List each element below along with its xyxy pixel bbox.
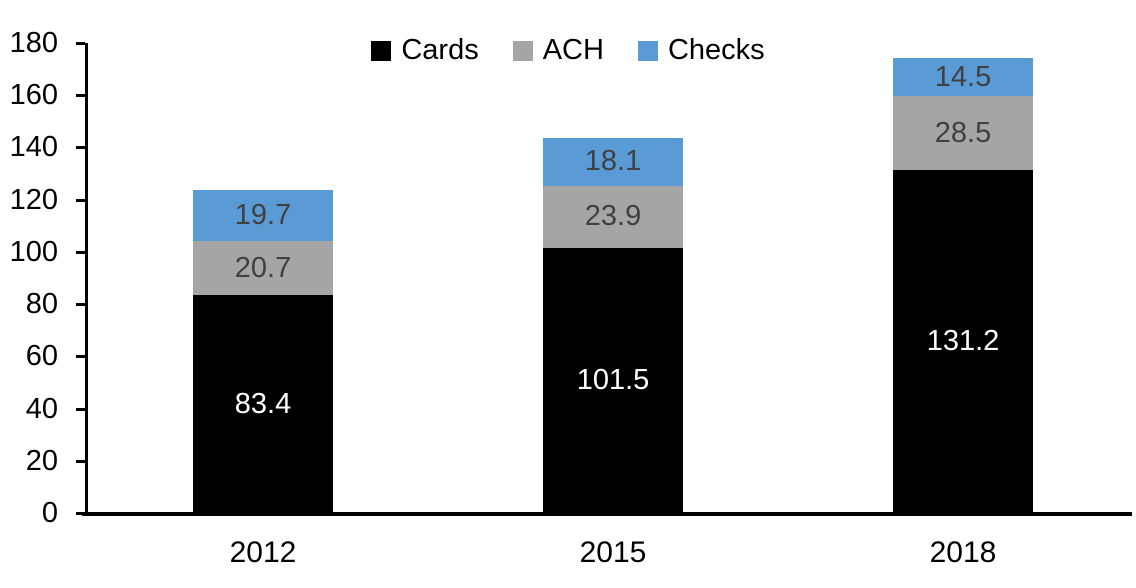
y-axis-tick <box>76 355 85 358</box>
bar-segment-cards-2015: 101.5 <box>543 247 683 513</box>
y-axis-label: 40 <box>25 393 58 425</box>
legend-swatch-checks <box>637 40 658 61</box>
x-axis-label-2012: 2012 <box>229 536 297 569</box>
y-axis-tick <box>76 94 85 97</box>
x-axis-label-2018: 2018 <box>929 536 997 569</box>
bar-value-label: 18.1 <box>584 145 642 178</box>
x-axis-line <box>82 512 1132 516</box>
y-axis-tick <box>76 42 85 45</box>
y-axis-tick <box>76 146 85 149</box>
bar-value-label: 131.2 <box>926 325 1000 358</box>
legend-label: ACH <box>542 34 604 66</box>
y-axis-label: 140 <box>9 131 58 163</box>
bar-segment-ach-2012: 20.7 <box>193 241 333 296</box>
y-axis-line <box>85 43 88 515</box>
bar-segment-cards-2012: 83.4 <box>193 295 333 513</box>
y-axis-label: 180 <box>9 27 58 59</box>
legend-item-ach: ACH <box>512 34 604 67</box>
y-axis-tick <box>76 460 85 463</box>
bar-segment-checks-2018: 14.5 <box>893 58 1033 96</box>
bar-value-label: 19.7 <box>234 198 292 231</box>
bar-segment-checks-2015: 18.1 <box>543 138 683 186</box>
bar-segment-ach-2018: 28.5 <box>893 96 1033 171</box>
legend-label: Cards <box>401 34 479 66</box>
bar-value-label: 20.7 <box>234 251 292 284</box>
y-axis-label: 80 <box>25 288 58 320</box>
x-axis-label-2015: 2015 <box>579 536 647 569</box>
legend-item-cards: Cards <box>371 34 479 67</box>
y-axis-tick <box>76 199 85 202</box>
y-axis-tick <box>76 512 85 515</box>
y-axis-label: 120 <box>9 184 58 216</box>
bar-segment-ach-2015: 23.9 <box>543 185 683 248</box>
bar-value-label: 14.5 <box>934 60 992 93</box>
chart-legend: Cards ACH Checks <box>0 34 1136 67</box>
bar-segment-cards-2018: 131.2 <box>893 170 1033 513</box>
bar-value-label: 23.9 <box>584 200 642 233</box>
legend-swatch-ach <box>512 40 533 61</box>
bar-value-label: 28.5 <box>934 116 992 149</box>
legend-label: Checks <box>667 34 765 66</box>
y-axis-label: 20 <box>25 445 58 477</box>
y-axis-tick <box>76 251 85 254</box>
y-axis-label: 100 <box>9 236 58 268</box>
bar-segment-checks-2012: 19.7 <box>193 189 333 242</box>
legend-swatch-cards <box>371 40 392 61</box>
y-axis-label: 0 <box>41 497 58 529</box>
bar-value-label: 101.5 <box>576 363 650 396</box>
bar-value-label: 83.4 <box>234 387 292 420</box>
legend-item-checks: Checks <box>637 34 765 67</box>
y-axis-tick <box>76 408 85 411</box>
y-axis-label: 160 <box>9 79 58 111</box>
y-axis-label: 60 <box>25 340 58 372</box>
y-axis-tick <box>76 303 85 306</box>
